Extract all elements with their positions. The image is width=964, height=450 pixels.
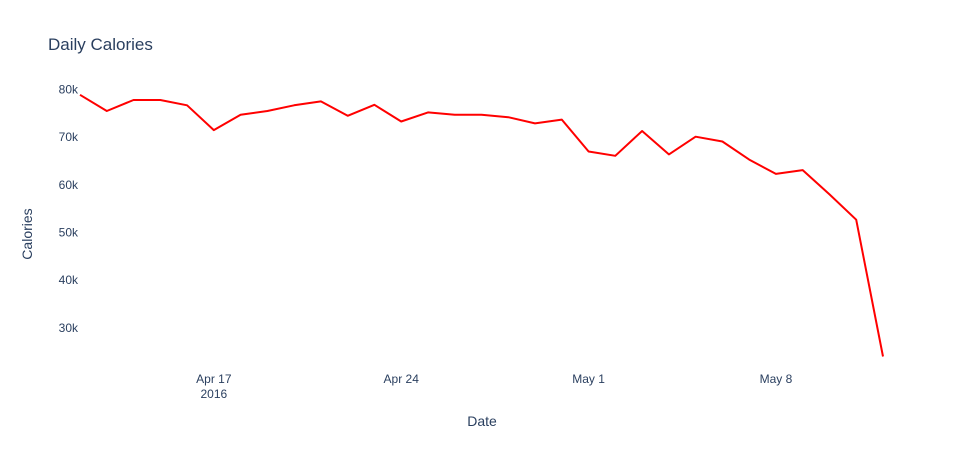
y-tick-label: 60k — [59, 178, 79, 192]
x-tick-label: Apr 17 — [196, 372, 232, 386]
gridlines — [80, 80, 883, 366]
x-tick-label: Apr 24 — [384, 372, 420, 386]
x-tick-year-label: 2016 — [200, 387, 227, 401]
x-axis-title: Date — [467, 413, 497, 429]
x-tick-label: May 1 — [572, 372, 605, 386]
y-tick-label: 80k — [59, 83, 79, 97]
y-axis-ticks: 30k 40k 50k 60k 70k 80k — [59, 83, 79, 335]
y-tick-label: 40k — [59, 273, 79, 287]
y-tick-label: 30k — [59, 321, 79, 335]
x-tick-label: May 8 — [760, 372, 793, 386]
chart-title: Daily Calories — [48, 35, 153, 54]
y-axis-title: Calories — [19, 208, 35, 259]
plot-area — [79, 93, 884, 357]
series-line — [79, 93, 884, 357]
y-tick-label: 50k — [59, 226, 79, 240]
y-tick-label: 70k — [59, 130, 79, 144]
